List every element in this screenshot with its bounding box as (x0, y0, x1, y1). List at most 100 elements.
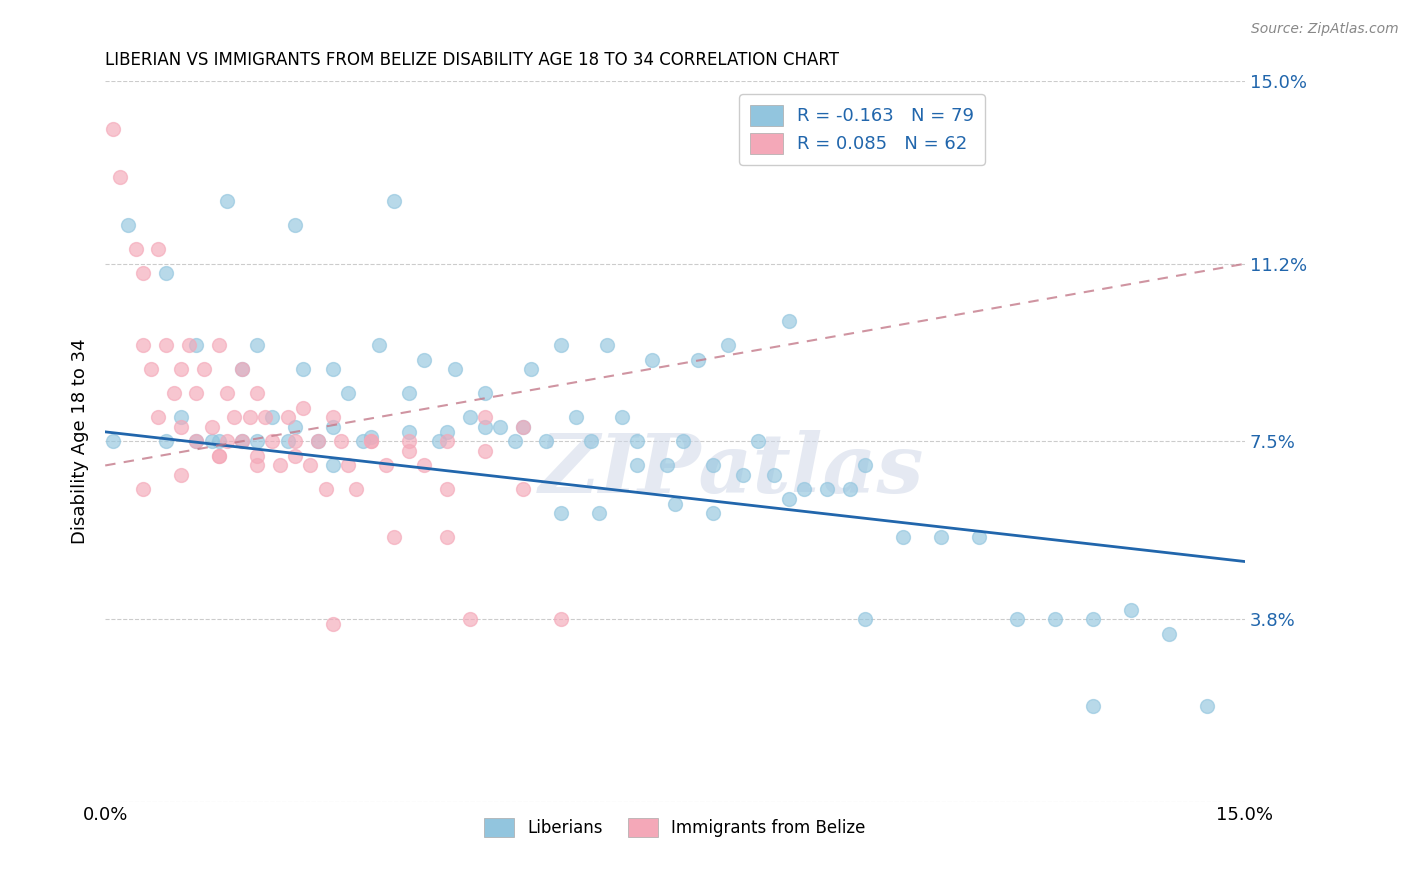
Point (474, 410, 496, 425)
Point (382, 531, 405, 545)
Point (853, 612, 876, 626)
Point (1043, 612, 1066, 626)
Point (367, 338, 389, 352)
Point (231, 434, 253, 449)
Point (626, 434, 648, 449)
Point (322, 458, 344, 473)
Point (208, 434, 231, 449)
Point (1081, 612, 1104, 626)
Point (148, 410, 170, 425)
Legend: Liberians, Immigrants from Belize: Liberians, Immigrants from Belize (478, 811, 872, 844)
Point (436, 434, 458, 449)
Point (322, 420, 344, 434)
Point (101, 122, 124, 136)
Point (762, 468, 785, 483)
Point (436, 425, 458, 439)
Point (671, 434, 693, 449)
Point (291, 362, 314, 376)
Point (610, 410, 633, 425)
Point (322, 616, 344, 631)
Point (382, 194, 405, 209)
Point (186, 434, 208, 449)
Point (550, 338, 572, 352)
Point (664, 497, 686, 511)
Point (702, 458, 724, 473)
Point (139, 362, 162, 376)
Point (276, 434, 298, 449)
Point (117, 219, 139, 233)
Point (337, 386, 360, 401)
Point (132, 338, 155, 352)
Point (686, 352, 709, 367)
Point (581, 434, 603, 449)
Point (215, 194, 238, 209)
Point (132, 483, 155, 497)
Point (170, 468, 193, 483)
Point (474, 420, 496, 434)
Point (110, 170, 132, 185)
Point (124, 243, 146, 257)
Point (186, 338, 208, 352)
Point (512, 483, 534, 497)
Point (793, 483, 815, 497)
Point (299, 458, 322, 473)
Text: Source: ZipAtlas.com: Source: ZipAtlas.com (1251, 22, 1399, 37)
Point (177, 338, 200, 352)
Point (413, 458, 436, 473)
Point (778, 492, 800, 507)
Point (891, 531, 914, 545)
Point (429, 434, 451, 449)
Point (398, 425, 420, 439)
Point (238, 410, 260, 425)
Point (360, 430, 382, 444)
Point (215, 386, 238, 401)
Point (246, 458, 269, 473)
Point (474, 386, 496, 401)
Point (747, 434, 769, 449)
Point (132, 267, 155, 281)
Point (307, 434, 329, 449)
Point (838, 483, 860, 497)
Point (344, 483, 367, 497)
Point (398, 434, 420, 449)
Point (733, 468, 755, 483)
Point (231, 362, 253, 376)
Point (519, 362, 541, 376)
Point (512, 420, 534, 434)
Point (269, 458, 291, 473)
Point (413, 352, 436, 367)
Point (1081, 698, 1104, 713)
Point (1005, 612, 1028, 626)
Point (550, 612, 572, 626)
Point (778, 314, 800, 328)
Point (148, 243, 170, 257)
Point (253, 410, 276, 425)
Point (246, 434, 269, 449)
Point (284, 420, 307, 434)
Point (505, 434, 527, 449)
Point (375, 458, 398, 473)
Point (337, 458, 360, 473)
Point (967, 531, 990, 545)
Point (231, 362, 253, 376)
Point (657, 458, 679, 473)
Point (155, 338, 177, 352)
Point (436, 483, 458, 497)
Point (246, 386, 269, 401)
Point (717, 338, 740, 352)
Point (360, 434, 382, 449)
Point (550, 507, 572, 521)
Point (193, 362, 215, 376)
Point (1157, 626, 1180, 640)
Point (284, 219, 307, 233)
Point (458, 612, 481, 626)
Point (929, 531, 952, 545)
Point (246, 338, 269, 352)
Point (398, 444, 420, 458)
Point (200, 420, 222, 434)
Point (170, 410, 193, 425)
Point (436, 531, 458, 545)
Point (565, 410, 588, 425)
Point (231, 434, 253, 449)
Text: ZIPatlas: ZIPatlas (538, 430, 925, 510)
